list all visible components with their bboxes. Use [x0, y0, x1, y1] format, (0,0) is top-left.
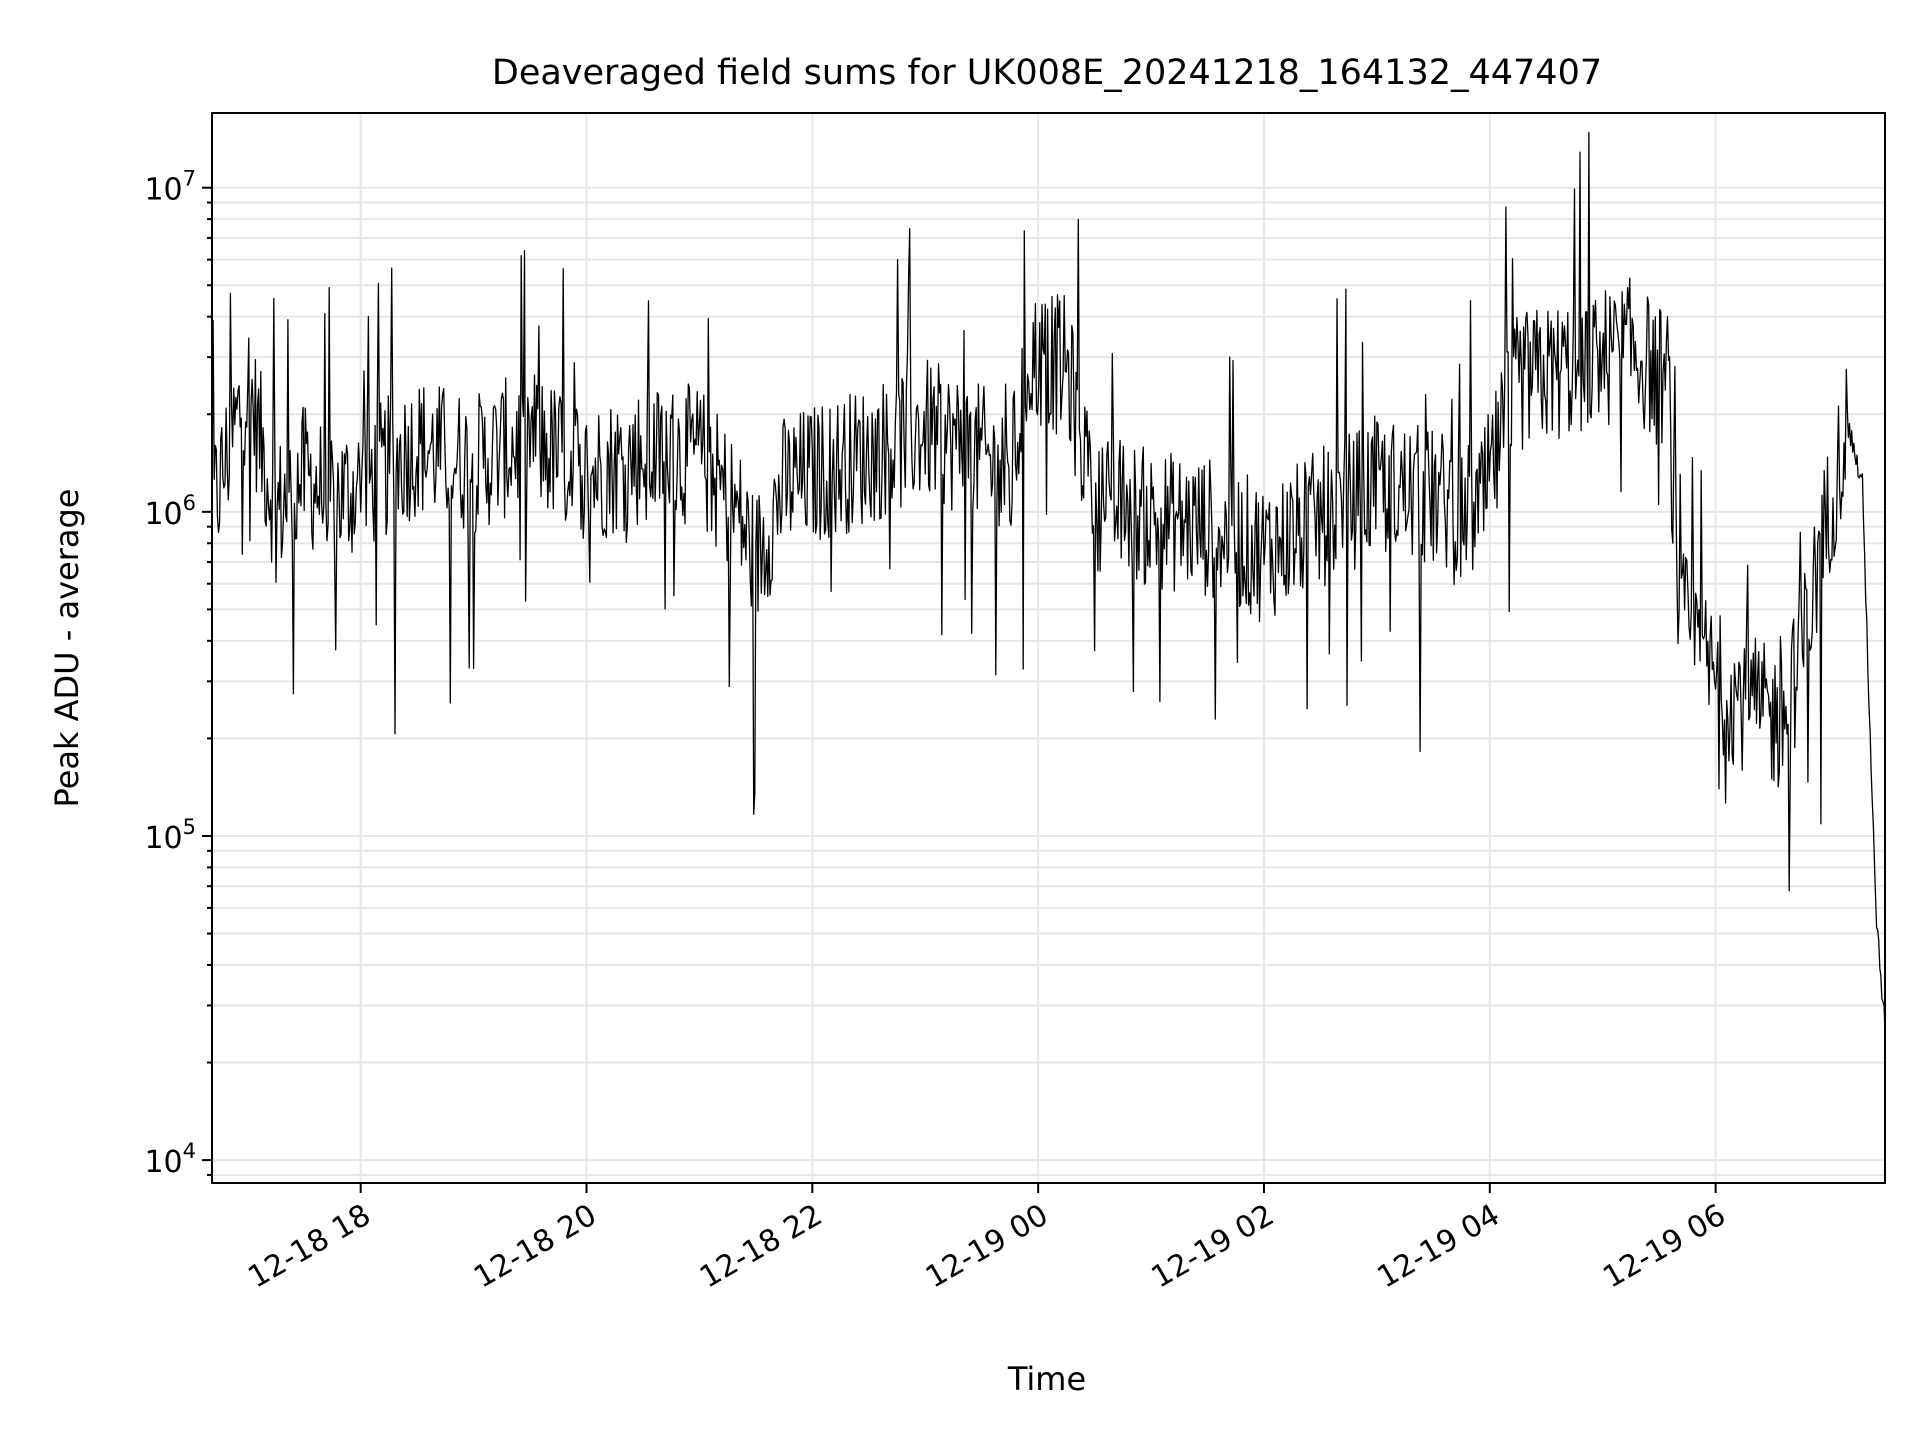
x-tick-label-4: 12-19 02: [1146, 1198, 1280, 1296]
x-tick-label-3: 12-19 00: [920, 1198, 1054, 1296]
chart-title: Deaveraged field sums for UK008E_2024121…: [492, 53, 1602, 93]
y-tick-label-2: 106: [144, 491, 196, 532]
x-tick-label-2: 12-18 22: [694, 1198, 828, 1296]
x-axis: 12-18 18 12-18 20 12-18 22 12-19 00 12-19 02…: [242, 1183, 1732, 1296]
x-axis-label: Time: [1007, 1360, 1086, 1398]
y-axis: 104 105 106 107: [144, 167, 212, 1180]
series-line: [211, 131, 1886, 1032]
x-tick-label-5: 12-19 04: [1371, 1198, 1505, 1296]
y-tick-label-0: 104: [144, 1139, 196, 1180]
y-axis-label: Peak ADU - average: [48, 489, 86, 808]
y-tick-label-3: 107: [144, 167, 196, 208]
series-line-path: [211, 131, 1886, 1032]
y-tick-label-1: 105: [144, 815, 196, 856]
x-tick-label-0: 12-18 18: [242, 1198, 376, 1296]
grid: [212, 113, 1885, 1183]
x-tick-label-6: 12-19 06: [1597, 1198, 1731, 1296]
plot-frame: [211, 112, 1886, 1184]
x-tick-label-1: 12-18 20: [468, 1198, 602, 1296]
